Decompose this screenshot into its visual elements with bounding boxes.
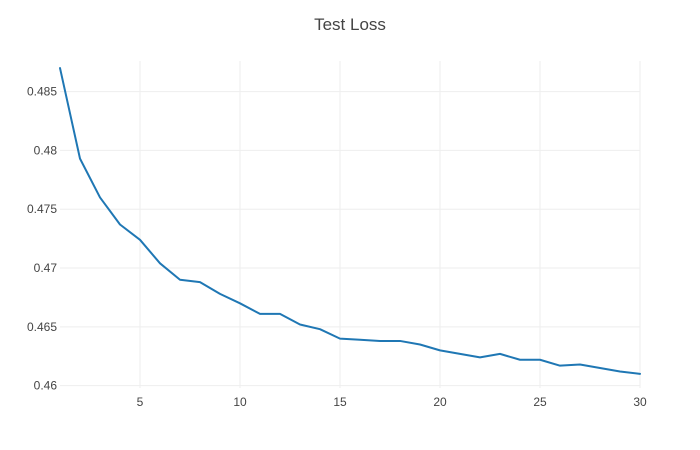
x-tick-label: 25 — [533, 395, 547, 409]
y-tick-label: 0.485 — [27, 85, 57, 99]
y-tick-label: 0.475 — [27, 202, 57, 216]
grid — [60, 61, 641, 388]
y-tick-label: 0.47 — [34, 261, 58, 275]
chart-title: Test Loss — [314, 15, 386, 34]
y-tick-label: 0.465 — [27, 320, 57, 334]
x-tick-label: 15 — [333, 395, 347, 409]
y-tick-label: 0.46 — [34, 379, 58, 393]
x-tick-label: 20 — [433, 395, 447, 409]
x-tick-label: 10 — [233, 395, 247, 409]
y-axis-ticks: 0.46 0.465 0.47 0.475 0.48 0.485 — [27, 85, 57, 393]
x-tick-label: 30 — [633, 395, 647, 409]
test-loss-line — [59, 67, 641, 375]
series-layer — [59, 67, 641, 375]
x-tick-label: 5 — [137, 395, 144, 409]
y-tick-label: 0.48 — [34, 143, 58, 157]
x-axis-ticks: 5 10 15 20 25 30 — [137, 395, 647, 409]
